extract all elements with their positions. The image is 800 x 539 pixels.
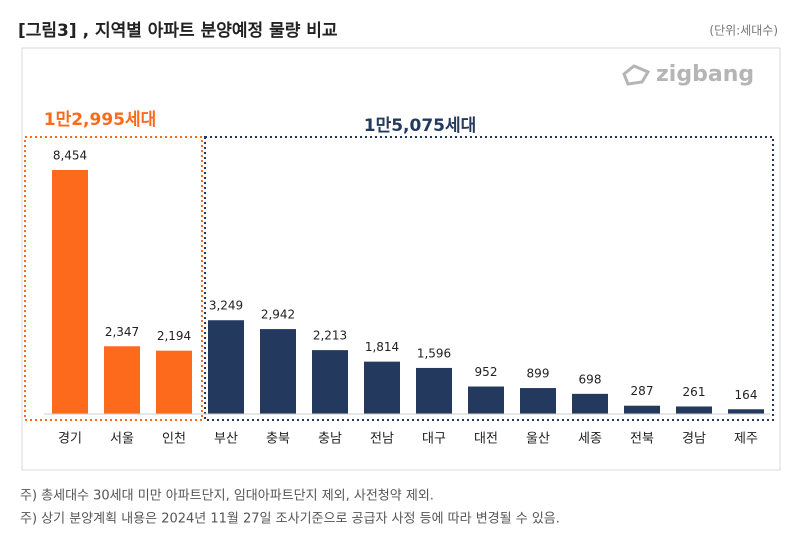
x-tick-label: 제주 (734, 432, 758, 447)
x-tick-label: 전남 (370, 432, 394, 447)
value-label: 2,194 (157, 329, 191, 343)
x-tick-label: 부산 (214, 432, 238, 447)
value-label: 1,596 (417, 346, 451, 360)
x-tick-label: 충북 (266, 432, 290, 447)
value-label: 2,942 (261, 308, 295, 322)
x-tick-label: 울산 (526, 432, 550, 447)
chart-title: [그림3] , 지역별 아파트 분양예정 물량 비교 (18, 21, 338, 41)
bar (728, 409, 764, 414)
chart-frame (21, 47, 781, 471)
group-annotation: 1만5,075세대 (364, 116, 477, 136)
value-label: 8,454 (53, 149, 87, 163)
bar (52, 170, 88, 414)
value-label: 2,213 (313, 329, 347, 343)
bar (104, 346, 140, 414)
value-label: 2,347 (105, 325, 139, 339)
logo-icon (622, 64, 651, 86)
x-tick-label: 서울 (110, 432, 134, 447)
x-tick-label: 경남 (682, 432, 706, 447)
bar (624, 405, 660, 414)
x-tick-label: 인천 (162, 432, 186, 447)
x-tick-label: 전북 (630, 432, 654, 447)
x-tick-label: 세종 (578, 432, 602, 447)
group-annotation: 1만2,995세대 (44, 110, 157, 130)
footnote: 주) 총세대수 30세대 미만 아파트단지, 임대아파트단지 제외, 사전청약 … (20, 489, 434, 504)
group-box (204, 136, 774, 421)
value-label: 698 (579, 372, 602, 386)
value-label: 899 (527, 367, 550, 381)
value-label: 164 (735, 388, 758, 402)
x-tick-label: 충남 (318, 432, 342, 447)
bar (520, 388, 556, 414)
logo: zigbang (656, 62, 754, 87)
value-label: 287 (631, 384, 654, 398)
bar (676, 406, 712, 414)
bar (572, 393, 608, 414)
value-label: 1,814 (365, 340, 399, 354)
x-tick-label: 대전 (474, 432, 498, 447)
bar (260, 329, 296, 414)
value-label: 3,249 (209, 299, 243, 313)
bar (208, 320, 244, 414)
bar (468, 386, 504, 414)
unit-label: (단위:세대수) (709, 24, 778, 38)
footnote: 주) 상기 분양계획 내용은 2024년 11월 27일 조사기준으로 공급자 … (20, 512, 560, 527)
value-label: 952 (475, 365, 498, 379)
value-label: 261 (683, 385, 706, 399)
x-tick-label: 대구 (422, 432, 446, 447)
bar (416, 367, 452, 414)
x-tick-label: 경기 (58, 432, 82, 447)
bar (364, 361, 400, 414)
bar (156, 350, 192, 414)
bar (312, 350, 348, 414)
